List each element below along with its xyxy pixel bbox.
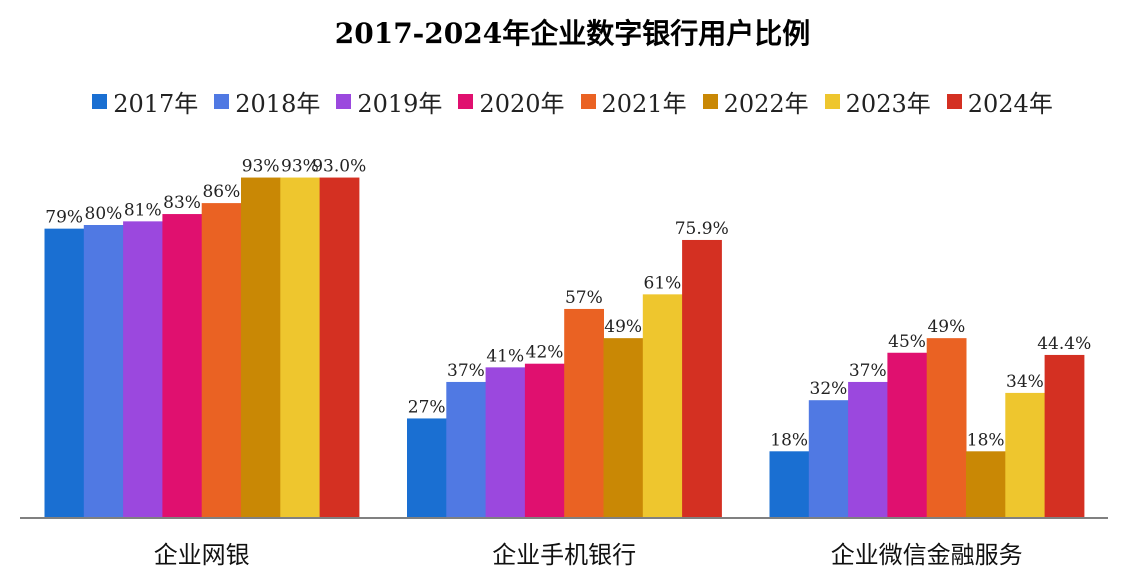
legend-label: 2022年 xyxy=(723,89,809,118)
bar xyxy=(83,225,124,517)
data-label: 75.9% xyxy=(675,219,729,239)
bar xyxy=(123,221,163,517)
bar xyxy=(642,294,683,517)
legend-item: 2024年 xyxy=(946,84,1053,119)
bar xyxy=(966,451,1006,517)
legend-label: 2017年 xyxy=(113,89,199,118)
legend-swatch xyxy=(92,93,108,109)
legend-item: 2018年 xyxy=(214,84,320,119)
data-label: 93% xyxy=(242,157,280,177)
data-label: 37% xyxy=(447,361,485,381)
bar xyxy=(887,352,928,517)
data-label: 79% xyxy=(45,208,83,228)
data-label: 93% xyxy=(281,157,319,177)
data-label: 93.0% xyxy=(312,157,366,177)
legend-swatch xyxy=(458,93,474,109)
legend-item: 2022年 xyxy=(702,84,809,119)
bar xyxy=(241,177,281,518)
data-label: 18% xyxy=(967,430,1005,450)
bar xyxy=(319,177,360,518)
bar xyxy=(524,363,565,517)
bar xyxy=(446,381,487,517)
bar xyxy=(201,203,242,517)
legend-swatch xyxy=(580,93,596,109)
legend-label: 2019年 xyxy=(357,89,443,118)
legend-swatch xyxy=(946,93,962,109)
data-label: 18% xyxy=(770,430,808,450)
data-label: 42% xyxy=(526,343,564,363)
legend-label: 2018年 xyxy=(235,89,321,118)
legend-swatch xyxy=(824,93,840,109)
data-label: 81% xyxy=(124,200,162,220)
bar xyxy=(162,214,203,518)
bar xyxy=(926,338,967,517)
legend-swatch xyxy=(702,93,718,109)
bar xyxy=(280,177,321,518)
data-label: 49% xyxy=(604,317,642,337)
legend-swatch xyxy=(214,93,230,109)
data-label: 34% xyxy=(1006,372,1044,392)
bar xyxy=(603,338,644,517)
data-label: 83% xyxy=(163,193,201,213)
bar xyxy=(769,451,810,517)
data-label: 61% xyxy=(644,273,682,293)
data-label: 37% xyxy=(849,361,887,381)
category-label: 企业网银 xyxy=(154,541,250,569)
legend-swatch xyxy=(336,93,352,109)
bar xyxy=(682,239,722,517)
legend-item: 2023年 xyxy=(824,84,931,119)
bar xyxy=(564,308,604,517)
data-label: 41% xyxy=(486,346,524,366)
data-label: 45% xyxy=(888,332,926,352)
data-label: 27% xyxy=(408,397,446,417)
data-label: 32% xyxy=(810,379,848,399)
bar xyxy=(1005,392,1046,517)
bar xyxy=(44,228,85,517)
data-label: 86% xyxy=(202,182,240,202)
legend-label: 2023年 xyxy=(845,89,931,118)
legend: 2017年 2018年 2019年 2020年 2021年 2022年 2023年 2024年 xyxy=(0,84,1145,118)
bar xyxy=(1044,354,1085,517)
bar xyxy=(485,367,526,517)
chart-title: 2017-2024年企业数字银行用户比例 xyxy=(334,17,811,50)
category-label: 企业手机银行 xyxy=(492,541,636,569)
bar xyxy=(407,418,447,517)
legend-item: 2017年 xyxy=(92,84,198,119)
legend-label: 2020年 xyxy=(479,89,565,118)
data-label: 80% xyxy=(85,204,123,224)
bar xyxy=(808,400,849,517)
bar xyxy=(848,381,888,517)
legend-item: 2020年 xyxy=(458,84,565,119)
category-label: 企业微信金融服务 xyxy=(831,541,1023,569)
data-label: 57% xyxy=(565,288,603,308)
data-label: 49% xyxy=(927,317,965,337)
data-label: 44.4% xyxy=(1037,334,1091,354)
legend-item: 2019年 xyxy=(336,84,442,119)
legend-label: 2021年 xyxy=(601,89,687,118)
legend-item: 2021年 xyxy=(580,84,687,119)
legend-label: 2024年 xyxy=(967,89,1053,118)
